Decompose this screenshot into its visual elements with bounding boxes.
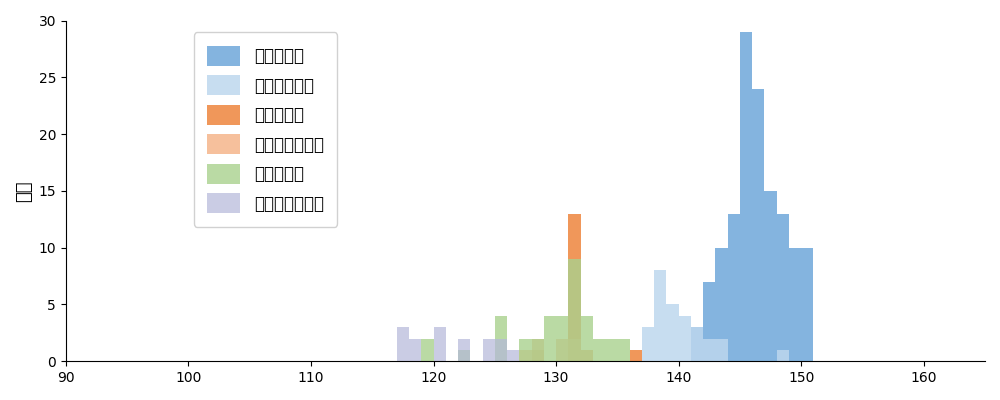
Bar <box>421 338 434 361</box>
Bar <box>532 338 544 361</box>
Bar <box>581 316 593 361</box>
Bar <box>777 214 789 361</box>
Bar <box>740 32 752 361</box>
Bar <box>397 327 409 361</box>
Bar <box>642 327 654 361</box>
Bar <box>568 259 581 361</box>
Bar <box>532 338 544 361</box>
Y-axis label: 球数: 球数 <box>15 180 33 202</box>
Bar <box>581 350 593 361</box>
Bar <box>495 316 507 361</box>
Bar <box>556 338 568 361</box>
Bar <box>544 316 556 361</box>
Bar <box>752 89 764 361</box>
Bar <box>703 282 715 361</box>
Bar <box>458 350 470 361</box>
Bar <box>495 338 507 361</box>
Bar <box>519 350 532 361</box>
Bar <box>556 316 568 361</box>
Bar <box>666 304 679 361</box>
Bar <box>691 327 703 361</box>
Bar <box>801 248 813 361</box>
Bar <box>568 338 581 361</box>
Bar <box>568 214 581 361</box>
Bar <box>605 338 617 361</box>
Bar <box>409 338 421 361</box>
Bar <box>679 316 691 361</box>
Bar <box>532 350 544 361</box>
Bar <box>507 350 519 361</box>
Bar <box>789 248 801 361</box>
Bar <box>728 214 740 361</box>
Bar <box>777 350 789 361</box>
Bar <box>434 327 446 361</box>
Bar <box>715 248 728 361</box>
Bar <box>715 338 728 361</box>
Bar <box>617 338 630 361</box>
Bar <box>703 338 715 361</box>
Bar <box>483 338 495 361</box>
Bar <box>654 270 666 361</box>
Bar <box>691 327 703 361</box>
Bar <box>458 338 470 361</box>
Bar <box>519 338 532 361</box>
Bar <box>593 338 605 361</box>
Legend: ストレート, カットボール, スプリット, チェンジアップ, スライダー, ナックルカーブ: ストレート, カットボール, スプリット, チェンジアップ, スライダー, ナッ… <box>194 32 337 227</box>
Bar <box>764 191 777 361</box>
Bar <box>581 350 593 361</box>
Bar <box>630 350 642 361</box>
